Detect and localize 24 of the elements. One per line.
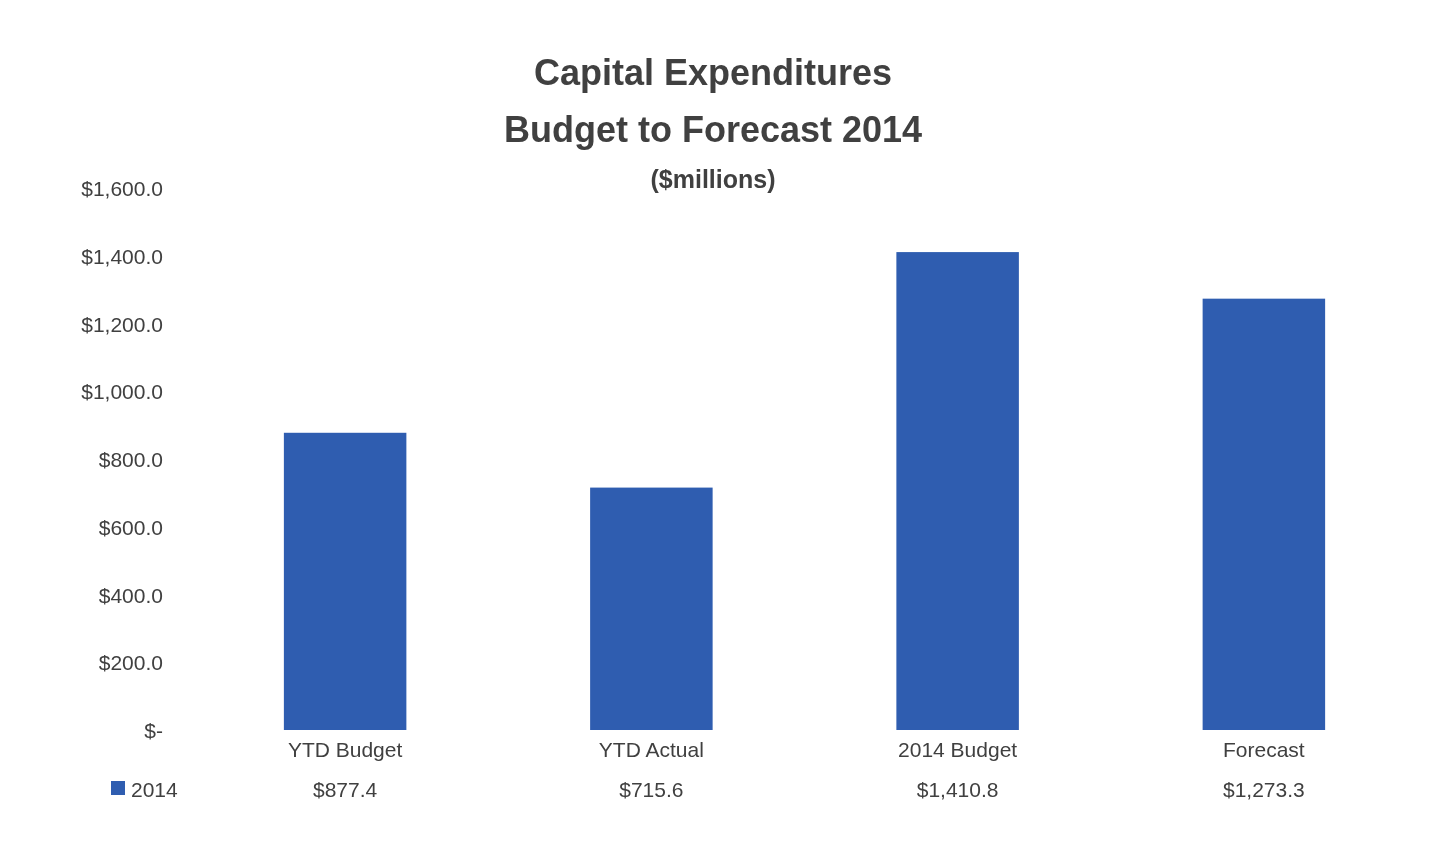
data-label: $877.4 (313, 778, 378, 801)
y-tick-label: $600.0 (98, 515, 163, 539)
chart-title: Capital Expenditures Budget to Forecast 2014 (503, 52, 923, 150)
bar (896, 252, 1019, 730)
y-tick-label: $800.0 (98, 448, 163, 471)
data-label: $715.6 (619, 778, 684, 801)
y-tick-label: $1,200.0 (81, 312, 163, 336)
x-tick-label: Forecast (1223, 738, 1305, 761)
x-tick-label: 2014 Budget (898, 738, 1018, 761)
y-tick-label: $1,600.0 (81, 177, 163, 200)
data-label: $1,410.8 (916, 778, 999, 801)
data-label: $1,273.3 (1223, 778, 1305, 801)
y-tick-label: $1,400.0 (81, 244, 163, 268)
y-tick-label: $1,000.0 (81, 380, 163, 404)
chart-subtitle: ($millions) (650, 165, 776, 193)
y-tick-label: $400.0 (98, 583, 163, 607)
bar (590, 487, 713, 730)
y-tick-label: $200.0 (98, 651, 163, 675)
x-tick-label: YTD Budget (287, 738, 403, 761)
legend-label: 2014 (131, 778, 179, 801)
bar (1202, 298, 1326, 730)
bar (283, 432, 407, 730)
y-tick-label: $- (144, 719, 163, 742)
x-tick-label: YTD Actual (598, 738, 704, 761)
